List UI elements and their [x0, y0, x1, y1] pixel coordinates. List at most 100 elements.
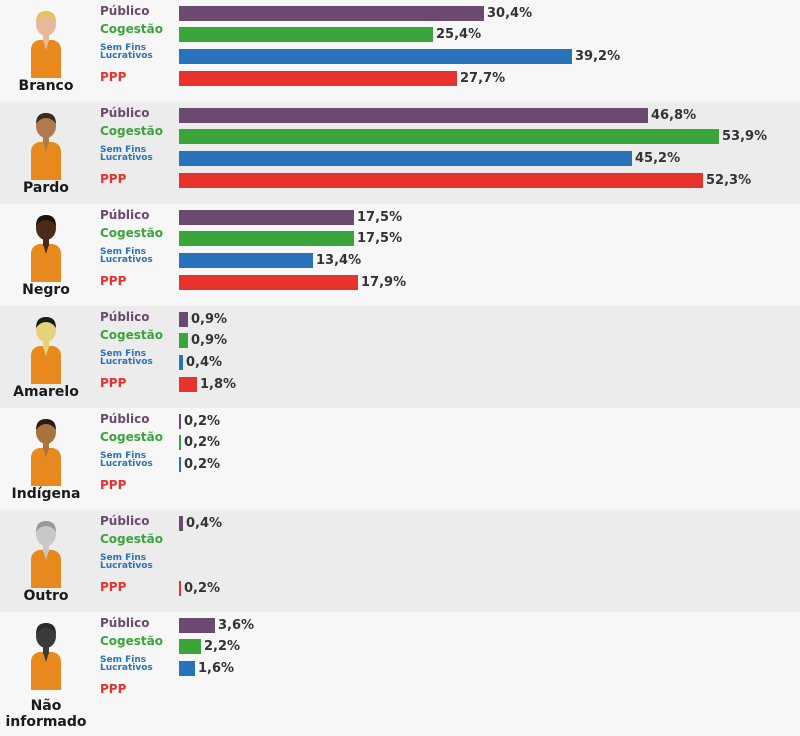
series-label-line: Sem Fins — [100, 655, 147, 665]
bar-sem-fins-lucrativos — [179, 151, 632, 166]
value-label: 17,5% — [357, 231, 403, 246]
value-label: 45,2% — [635, 151, 681, 166]
bar-ppp — [179, 275, 358, 290]
bar-publico — [179, 312, 188, 327]
series-label-line: Lucrativos — [100, 357, 153, 367]
race-label-line: informado — [5, 714, 87, 730]
race-label: Outro — [0, 588, 92, 604]
race-label: Pardo — [0, 180, 92, 196]
bar-publico — [179, 210, 354, 225]
value-label: 3,6% — [218, 618, 255, 633]
series-label-cogestao: Cogestão — [100, 532, 163, 546]
value-label: 17,5% — [357, 210, 403, 225]
race-group: Amarelo Público Cogestão Sem Fins Lucrativos… — [0, 306, 800, 408]
series-label-line: Lucrativos — [100, 153, 153, 163]
value-label: 2,2% — [204, 639, 241, 654]
series-label-ppp: PPP — [100, 274, 127, 288]
bar-cogestao — [179, 27, 433, 42]
bar-cogestao — [179, 231, 354, 246]
person-icon — [28, 108, 64, 180]
value-label: 52,3% — [706, 173, 752, 188]
value-label: 1,8% — [200, 377, 237, 392]
race-label: Negro — [0, 282, 92, 298]
series-label-sem-fins-lucrativos: Sem Fins Lucrativos — [100, 349, 153, 367]
series-label-line: Sem Fins — [100, 43, 147, 53]
race-group: Pardo Público Cogestão Sem Fins Lucrativos PP… — [0, 102, 800, 204]
race-label-line: Amarelo — [13, 384, 79, 400]
value-label: 1,6% — [198, 661, 235, 676]
value-label: 53,9% — [722, 129, 768, 144]
value-label: 46,8% — [651, 108, 697, 123]
value-label: 0,2% — [184, 435, 221, 450]
race-group: Não informado Público Cogestão Sem Fins Lucra… — [0, 612, 800, 736]
value-label: 30,4% — [487, 6, 533, 21]
race-label: Indígena — [0, 486, 92, 502]
series-label-line: Sem Fins — [100, 349, 147, 359]
series-label-sem-fins-lucrativos: Sem Fins Lucrativos — [100, 553, 153, 571]
race-group: Outro Público Cogestão Sem Fins Lucrativos PP… — [0, 510, 800, 612]
series-label-cogestao: Cogestão — [100, 328, 163, 342]
person-icon — [28, 6, 64, 78]
bar-publico — [179, 516, 183, 531]
bar-ppp — [179, 71, 457, 86]
series-label-publico: Público — [100, 310, 150, 324]
race-label: Não informado — [0, 698, 92, 730]
bar-cogestao — [179, 435, 181, 450]
value-label: 17,9% — [361, 275, 407, 290]
series-label-ppp: PPP — [100, 580, 127, 594]
value-label: 0,9% — [191, 312, 228, 327]
series-label-sem-fins-lucrativos: Sem Fins Lucrativos — [100, 43, 153, 61]
series-label-sem-fins-lucrativos: Sem Fins Lucrativos — [100, 145, 153, 163]
series-label-line: Sem Fins — [100, 553, 147, 563]
race-label-line: Branco — [18, 78, 74, 94]
value-label: 13,4% — [316, 253, 362, 268]
race-label-line: Não — [30, 698, 62, 714]
bar-cogestao — [179, 129, 719, 144]
bar-sem-fins-lucrativos — [179, 49, 572, 64]
person-icon — [28, 516, 64, 588]
bar-ppp — [179, 581, 181, 596]
value-label: 39,2% — [575, 49, 621, 64]
series-label-publico: Público — [100, 514, 150, 528]
race-label-line: Indígena — [11, 486, 81, 502]
series-label-publico: Público — [100, 4, 150, 18]
series-label-cogestao: Cogestão — [100, 22, 163, 36]
person-icon — [28, 618, 64, 690]
race-group: Branco Público Cogestão Sem Fins Lucrativos P… — [0, 0, 800, 102]
bar-publico — [179, 414, 181, 429]
bar-ppp — [179, 377, 197, 392]
series-label-cogestao: Cogestão — [100, 430, 163, 444]
bar-publico — [179, 108, 648, 123]
series-label-publico: Público — [100, 616, 150, 630]
series-label-line: Sem Fins — [100, 247, 147, 257]
race-group: Negro Público Cogestão Sem Fins Lucrativos PP… — [0, 204, 800, 306]
series-label-sem-fins-lucrativos: Sem Fins Lucrativos — [100, 451, 153, 469]
series-label-publico: Público — [100, 208, 150, 222]
series-label-line: Sem Fins — [100, 451, 147, 461]
series-label-line: Lucrativos — [100, 255, 153, 265]
series-label-cogestao: Cogestão — [100, 124, 163, 138]
race-label-line: Pardo — [23, 180, 69, 196]
race-label: Branco — [0, 78, 92, 94]
person-icon — [28, 210, 64, 282]
series-label-ppp: PPP — [100, 172, 127, 186]
series-label-publico: Público — [100, 106, 150, 120]
value-label: 0,2% — [184, 581, 221, 596]
series-label-cogestao: Cogestão — [100, 226, 163, 240]
bar-cogestao — [179, 333, 188, 348]
person-icon — [28, 312, 64, 384]
bar-ppp — [179, 173, 703, 188]
series-label-line: Sem Fins — [100, 145, 147, 155]
series-label-line: Lucrativos — [100, 459, 153, 469]
series-label-line: Lucrativos — [100, 51, 153, 61]
series-label-sem-fins-lucrativos: Sem Fins Lucrativos — [100, 247, 153, 265]
value-label: 0,4% — [186, 355, 223, 370]
series-label-publico: Público — [100, 412, 150, 426]
bar-sem-fins-lucrativos — [179, 661, 195, 676]
series-label-line: Lucrativos — [100, 561, 153, 571]
race-label-line: Outro — [23, 588, 69, 604]
race-label: Amarelo — [0, 384, 92, 400]
series-label-sem-fins-lucrativos: Sem Fins Lucrativos — [100, 655, 153, 673]
series-label-ppp: PPP — [100, 478, 127, 492]
value-label: 0,2% — [184, 457, 221, 472]
